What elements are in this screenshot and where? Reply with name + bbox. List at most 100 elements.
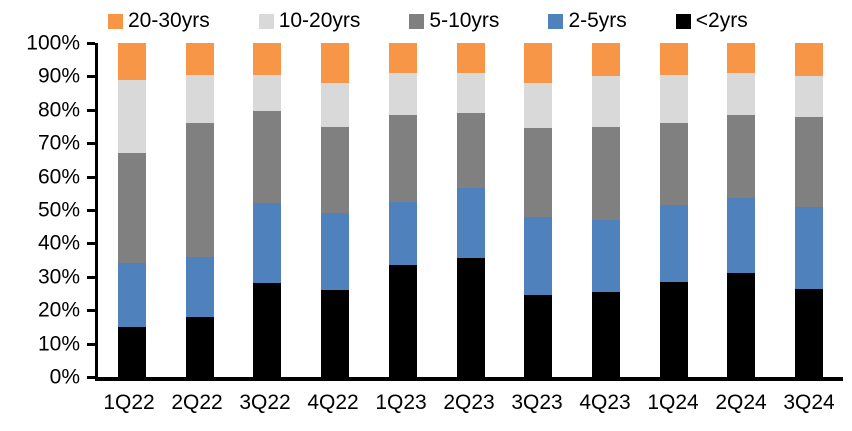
bar-segment-5-10yrs [117, 153, 146, 264]
bar-segment-10-20yrs [388, 73, 417, 115]
bar-segment-10-20yrs [727, 73, 756, 115]
bar-segment-5-10yrs [253, 111, 282, 204]
y-axis-tick-label: 100% [26, 31, 80, 55]
y-axis-tick-mark [87, 342, 95, 346]
bar-segment--2yrs [592, 291, 620, 377]
y-axis-tick-mark [87, 108, 95, 112]
bar-segment--2yrs [117, 326, 146, 377]
y-axis-tick-label: 60% [37, 165, 80, 189]
stacked-bar-4q22 [321, 43, 350, 377]
legend-swatch-icon [675, 13, 691, 29]
bar-segment-2-5yrs [659, 205, 688, 282]
y-axis-tick-label: 80% [37, 98, 80, 122]
bar-slot-2q22 [166, 43, 234, 377]
y-axis-tick-label: 20% [37, 298, 80, 322]
bar-slot-1q22 [98, 43, 166, 377]
bar-segment-5-10yrs [185, 123, 214, 257]
bar-segment-10-20yrs [592, 76, 620, 127]
y-axis-tick-mark [87, 75, 95, 79]
bar-segment-5-10yrs [727, 114, 756, 199]
y-axis-tick-mark [87, 242, 95, 246]
bar-segment-10-20yrs [456, 73, 485, 114]
y-axis-tick-mark [87, 42, 95, 45]
bar-segment--2yrs [185, 316, 214, 377]
bar-segment-5-10yrs [524, 128, 553, 217]
legend-swatch-icon [548, 13, 564, 29]
bar-segment-20-30yrs [185, 43, 214, 75]
bar-segment-2-5yrs [117, 263, 146, 327]
stacked-bar-2q23 [456, 43, 485, 377]
y-axis-tick-label: 90% [37, 64, 80, 88]
bar-segment-20-30yrs [456, 43, 485, 74]
legend-swatch-icon [258, 13, 274, 29]
bar-segment-10-20yrs [253, 74, 282, 112]
bar-segment-20-30yrs [117, 43, 146, 80]
bar-segment-10-20yrs [524, 83, 553, 129]
bar-segment-20-30yrs [592, 43, 620, 77]
legend-label: 10-20yrs [278, 9, 361, 32]
legend-swatch-icon [108, 13, 123, 29]
legend-label: 2-5yrs [568, 9, 627, 32]
bars-container [98, 43, 843, 377]
legend-label: 20-30yrs [128, 9, 210, 32]
bar-slot-1q24 [640, 43, 708, 377]
stacked-bar-1q22 [117, 43, 146, 377]
x-axis-label-1q23: 1Q23 [375, 391, 427, 414]
bar-segment-10-20yrs [321, 83, 350, 127]
bar-segment-20-30yrs [524, 43, 553, 84]
bar-segment-2-5yrs [795, 206, 824, 289]
stacked-bar-2q22 [185, 43, 214, 377]
stacked-bar-3q23 [524, 43, 553, 377]
x-axis-label-3q22: 3Q22 [239, 391, 291, 414]
bar-segment-20-30yrs [659, 43, 688, 75]
bar-segment-2-5yrs [592, 220, 620, 292]
x-axis-label-3q24: 3Q24 [783, 391, 835, 414]
legend-item-2-5yrs: 2-5yrs [548, 9, 627, 33]
y-axis-tick-mark [87, 175, 95, 179]
bar-segment-5-10yrs [456, 113, 485, 189]
y-axis-tick-mark [87, 376, 95, 379]
x-axis-label-2q22: 2Q22 [171, 391, 223, 414]
x-axis-label-3q23: 3Q23 [511, 391, 563, 414]
y-axis-tick-mark [87, 309, 95, 313]
stacked-bar-1q24 [659, 43, 688, 377]
x-axis-label-2q23: 2Q23 [443, 391, 495, 414]
bar-segment-20-30yrs [321, 43, 350, 84]
bar-segment-10-20yrs [117, 79, 146, 154]
bar-slot-3q23 [504, 43, 572, 377]
bar-segment--2yrs [659, 281, 688, 377]
bar-segment-20-30yrs [795, 43, 824, 77]
bar-slot-4q22 [301, 43, 369, 377]
bar-segment-10-20yrs [185, 74, 214, 124]
bar-segment-20-30yrs [727, 43, 756, 74]
bar-slot-3q22 [233, 43, 301, 377]
x-axis-label-2q24: 2Q24 [715, 391, 767, 414]
bar-slot-3q24 [775, 43, 843, 377]
y-axis-tick-label: 40% [37, 231, 80, 255]
y-axis-tick-label: 0% [49, 365, 80, 389]
chart-legend: 20-30yrs 10-20yrs 5-10yrs 2-5yrs <2yrs [108, 9, 748, 33]
bar-segment-5-10yrs [659, 123, 688, 205]
y-axis-tick-mark [87, 142, 95, 146]
y-axis-tick-mark [87, 275, 95, 279]
legend-item-20-30yrs: 20-30yrs [108, 9, 210, 33]
legend-item--2yrs: <2yrs [675, 9, 748, 33]
bar-segment-10-20yrs [659, 74, 688, 124]
legend-label: <2yrs [695, 9, 748, 32]
x-axis-label-1q24: 1Q24 [647, 391, 699, 414]
x-axis-label-4q23: 4Q23 [579, 391, 631, 414]
bar-segment-2-5yrs [321, 213, 350, 291]
bar-segment-10-20yrs [795, 76, 824, 117]
bar-slot-1q23 [369, 43, 437, 377]
stacked-bar-3q22 [253, 43, 282, 377]
bar-segment-5-10yrs [321, 126, 350, 214]
y-axis-tick-mark [87, 209, 95, 212]
bar-segment--2yrs [524, 295, 553, 377]
x-axis-label-1q22: 1Q22 [103, 391, 155, 414]
y-axis-labels: 0% 10% 20% 30% 40% 50% 60% 70% 80% 90% 100% [0, 33, 80, 388]
bar-segment--2yrs [321, 290, 350, 377]
bar-segment-2-5yrs [388, 201, 417, 266]
bar-slot-4q23 [572, 43, 640, 377]
legend-label: 5-10yrs [429, 9, 500, 32]
